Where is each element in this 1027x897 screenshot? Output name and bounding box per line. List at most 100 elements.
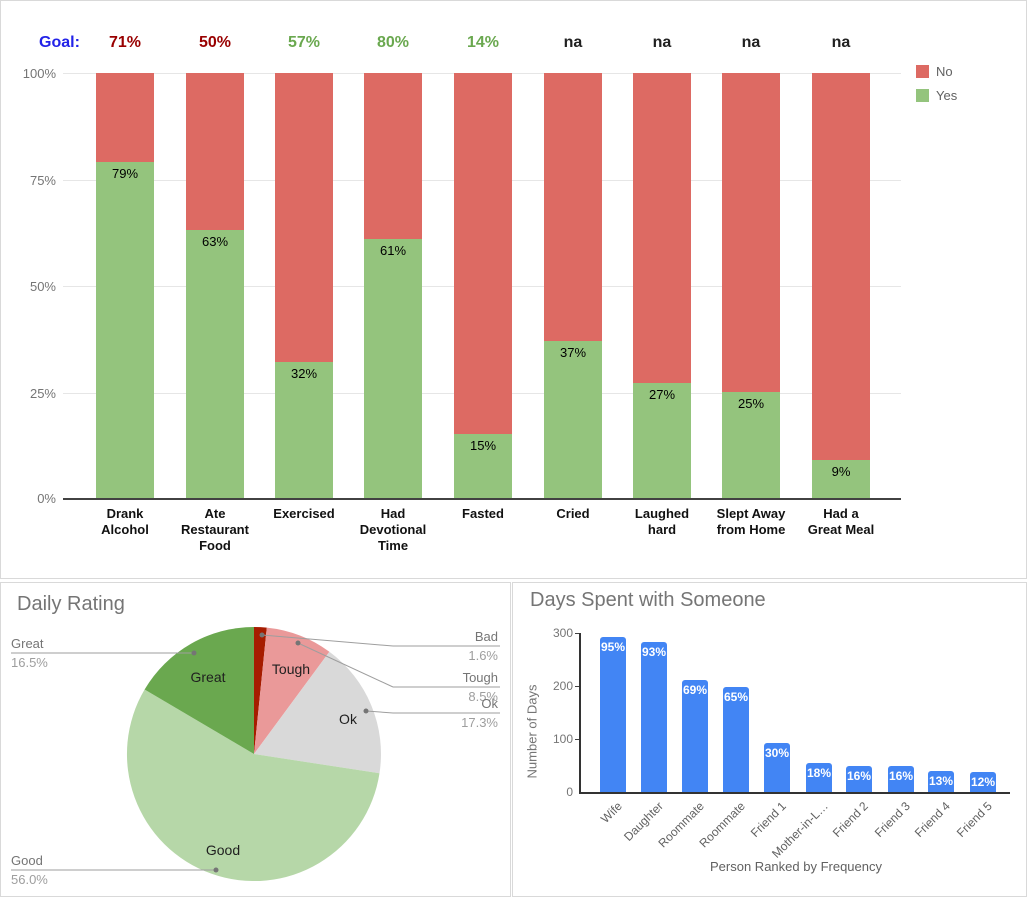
pie-leader-lines	[11, 634, 500, 871]
callout-good-value: 56.0%	[11, 872, 48, 887]
category-label: Fasted	[462, 506, 504, 521]
y-tick: 75%	[29, 173, 56, 188]
legend: No Yes	[916, 64, 957, 112]
legend-item-yes: Yes	[916, 88, 957, 103]
bar-segment-no	[544, 73, 602, 341]
callout-good-pct: 56.0%	[11, 872, 48, 887]
callout-tough-pct: 8.5%	[468, 689, 498, 704]
bar-value-label: 32%	[290, 366, 318, 381]
day-bar-4: 65%	[723, 687, 749, 792]
bar-value-label: 61%	[379, 243, 407, 258]
y-tick: 200	[552, 679, 573, 693]
bar-value-label: 79%	[111, 166, 139, 181]
x-axis-line	[579, 792, 1010, 794]
y-tick-mark	[575, 633, 580, 634]
pie-slice-label-great: Great	[190, 669, 226, 685]
day-bar-8: 16%	[888, 766, 914, 792]
callout-great-pct: 16.5%	[11, 655, 48, 670]
callout-great-value: 16.5%	[11, 655, 48, 670]
pie-slice-label-tough: Tough	[271, 661, 311, 677]
pie-slice-ok	[254, 651, 381, 774]
goal-value: 14%	[466, 34, 500, 51]
day-bar-pct-label: 69%	[682, 683, 708, 697]
legend-no-label: No	[936, 64, 953, 79]
goal-value: 80%	[376, 34, 410, 51]
category-label: Laughed hard	[634, 506, 690, 537]
category-label: Had a Great Meal	[807, 506, 875, 537]
y-tick: 100%	[22, 66, 56, 81]
goal-row-label: Goal:	[39, 34, 80, 51]
legend-yes-swatch	[916, 89, 929, 102]
stacked-bar-column: 79%	[96, 73, 154, 498]
day-bar-6: 18%	[806, 763, 832, 792]
bar-segment-yes: 63%	[186, 230, 244, 498]
day-bar-2: 93%	[641, 642, 667, 792]
pie-slice-good	[126, 689, 380, 882]
callout-tough: Tough	[463, 670, 498, 685]
day-bar-pct-label: 93%	[641, 645, 667, 659]
day-bar-1: 95%	[600, 637, 626, 792]
day-bar-9: 13%	[928, 771, 954, 792]
panel-days-spent: Days Spent with Someone Number of Days 3…	[512, 582, 1027, 897]
pie-slice-great	[144, 627, 254, 754]
bar-segment-no	[96, 73, 154, 162]
callout-ok: Ok	[481, 696, 498, 711]
day-bar-pct-label: 16%	[888, 769, 914, 783]
category-label: Drank Alcohol	[101, 506, 149, 537]
pie-chart	[11, 626, 500, 882]
callout-good: Good	[11, 853, 43, 868]
callout-good-label: Good	[11, 853, 43, 868]
panel-daily-rating: Daily Rating Tough Ok Good Great Great 16.5…	[0, 582, 511, 897]
bar-segment-no	[364, 73, 422, 239]
callout-bad: Bad	[475, 629, 498, 644]
y-axis-line	[579, 633, 581, 794]
y-tick: 50%	[29, 279, 56, 294]
pie-slice-bad	[254, 626, 267, 754]
stacked-bar-column: 63%	[186, 73, 244, 498]
day-bar-pct-label: 18%	[806, 766, 832, 780]
stacked-bar-column: 25%	[722, 73, 780, 498]
bar-segment-no	[633, 73, 691, 383]
stacked-bar-column: 37%	[544, 73, 602, 498]
x-axis-line	[63, 498, 901, 500]
y-tick: 0%	[37, 491, 56, 506]
stacked-bar-column: 61%	[364, 73, 422, 498]
day-bar-7: 16%	[846, 766, 872, 792]
stacked-bar-column: 32%	[275, 73, 333, 498]
y-tick: 25%	[29, 386, 56, 401]
callout-ok-label: Ok	[481, 696, 498, 711]
bar-value-label: 63%	[201, 234, 229, 249]
day-bar-3: 69%	[682, 680, 708, 792]
pie-title: Daily Rating	[17, 593, 125, 615]
legend-no-swatch	[916, 65, 929, 78]
callout-ok-pct: 17.3%	[461, 715, 498, 730]
pie-slice-tough	[254, 627, 330, 754]
bar-value-label: 15%	[469, 438, 497, 453]
goal-value: 50%	[198, 34, 232, 51]
day-bar-5: 30%	[764, 743, 790, 792]
goal-value: 57%	[287, 34, 321, 51]
legend-item-no: No	[916, 64, 957, 79]
callout-bad-label: Bad	[474, 629, 498, 644]
goal-value: na	[563, 34, 583, 51]
goal-value: na	[652, 34, 672, 51]
bar-segment-yes: 9%	[812, 460, 870, 498]
category-label: Had Devotional Time	[359, 506, 427, 553]
callout-great: Great	[11, 636, 44, 651]
category-label: Slept Away from Home	[716, 506, 786, 537]
day-bar-pct-label: 13%	[928, 774, 954, 788]
y-tick: 0	[566, 785, 573, 799]
day-bar-10: 12%	[970, 772, 996, 792]
bar-segment-yes: 27%	[633, 383, 691, 498]
callout-bad-value: 1.6%	[468, 648, 498, 663]
category-label: Ate Restaurant Food	[181, 506, 249, 553]
bar-segment-no	[454, 73, 512, 434]
day-bar-pct-label: 30%	[764, 746, 790, 760]
stacked-bar-column: 15%	[454, 73, 512, 498]
legend-yes-label: Yes	[936, 88, 958, 103]
bar-segment-yes: 61%	[364, 239, 422, 498]
callout-tough-label: Tough	[462, 670, 498, 685]
day-bar-pct-label: 95%	[600, 640, 626, 654]
days-title: Days Spent with Someone	[530, 589, 766, 611]
callout-bad-pct: 1.6%	[468, 648, 498, 663]
